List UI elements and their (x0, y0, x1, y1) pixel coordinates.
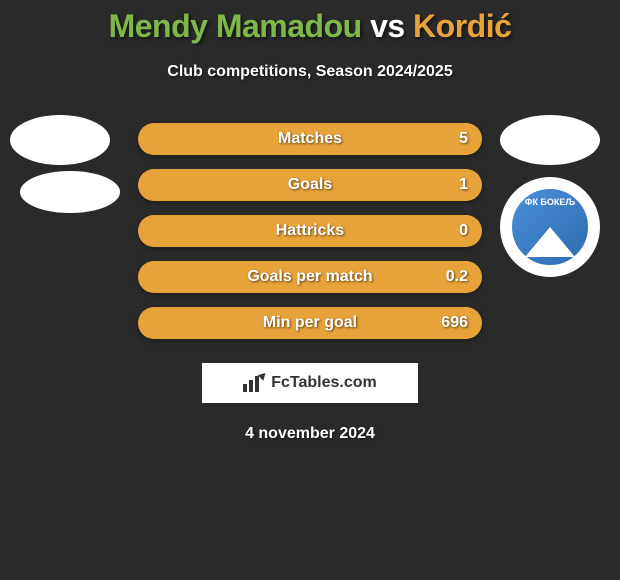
watermark-text: FcTables.com (271, 374, 377, 392)
club-logo-text: ФК БОКЕЉ (525, 197, 575, 207)
player2-avatar-placeholder (500, 115, 600, 165)
player1-avatar-placeholder-1 (10, 115, 110, 165)
stat-value-right: 696 (441, 314, 468, 332)
stat-row: Hattricks 0 (138, 215, 482, 247)
stat-label: Matches (278, 130, 342, 148)
stat-row: Goals per match 0.2 (138, 261, 482, 293)
subtitle: Club competitions, Season 2024/2025 (0, 63, 620, 81)
stat-value-right: 1 (459, 176, 468, 194)
stat-value-right: 5 (459, 130, 468, 148)
watermark: FcTables.com (202, 363, 418, 403)
stat-label: Goals (288, 176, 332, 194)
stat-row: Matches 5 (138, 123, 482, 155)
main-container: Mendy Mamadou vs Kordić Club competition… (0, 0, 620, 443)
club-logo: ФК БОКЕЉ (500, 177, 600, 277)
comparison-title: Mendy Mamadou vs Kordić (0, 8, 620, 45)
club-logo-inner: ФК БОКЕЉ (509, 186, 591, 268)
stat-value-right: 0 (459, 222, 468, 240)
stat-label: Hattricks (276, 222, 344, 240)
stat-row: Min per goal 696 (138, 307, 482, 339)
mountain-icon (525, 227, 575, 257)
player1-name: Mendy Mamadou (109, 8, 362, 44)
vs-text: vs (362, 8, 413, 44)
stat-row: Goals 1 (138, 169, 482, 201)
stat-label: Goals per match (247, 268, 372, 286)
player1-avatar-placeholder-2 (20, 171, 120, 213)
stat-label: Min per goal (263, 314, 357, 332)
player2-name: Kordić (413, 8, 511, 44)
chart-icon (243, 374, 265, 392)
date-text: 4 november 2024 (0, 425, 620, 443)
stats-area: ФК БОКЕЉ Matches 5 Goals 1 Hattricks 0 Goals p… (0, 123, 620, 443)
stat-value-right: 0.2 (446, 268, 468, 286)
arrow-icon (258, 370, 269, 381)
